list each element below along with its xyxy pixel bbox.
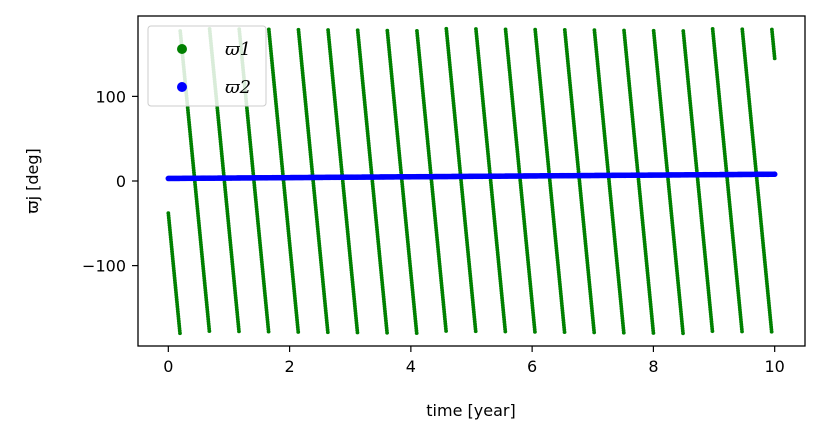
legend: ϖ1 ϖ2	[147, 25, 267, 107]
omega1-point	[385, 330, 389, 335]
omega1-point	[178, 331, 182, 336]
series-omega2	[165, 171, 778, 182]
omega1-point	[710, 329, 715, 334]
omega1-point	[621, 330, 626, 335]
omega1-point	[681, 331, 685, 336]
omega1-point	[651, 331, 656, 335]
legend-label-omega1: ϖ1	[225, 39, 251, 60]
x-axis-label: time [year]	[426, 401, 515, 420]
legend-label-omega2: ϖ2	[225, 77, 251, 98]
x-tick-label: 2	[284, 357, 294, 376]
x-axis-ticks: 0 2 4 6 8 10	[163, 346, 785, 376]
legend-marker-omega1	[177, 44, 187, 54]
y-axis-label: ϖj [deg]	[23, 148, 42, 214]
omega1-point	[473, 329, 478, 334]
omega2-point	[771, 171, 778, 178]
omega1-point	[355, 330, 360, 335]
omega1-point	[769, 329, 774, 334]
x-tick-label: 4	[406, 357, 416, 376]
legend-marker-omega2	[177, 82, 187, 92]
x-tick-label: 8	[648, 357, 658, 376]
x-tick-label: 6	[527, 357, 537, 376]
omega1-point	[533, 329, 537, 334]
omega1-point	[740, 329, 744, 334]
x-tick-label: 0	[163, 357, 173, 376]
omega1-point	[266, 329, 271, 334]
y-tick-label: 0	[116, 172, 126, 191]
omega1-point	[237, 329, 241, 334]
y-tick-label: −100	[82, 257, 126, 276]
omega1-point	[503, 329, 508, 334]
x-tick-label: 10	[765, 357, 785, 376]
omega1-point	[772, 56, 777, 61]
omega1-point	[414, 331, 419, 335]
y-axis-ticks: −100 0 100	[82, 87, 138, 276]
omega1-point	[207, 329, 212, 333]
omega1-point	[562, 330, 567, 335]
omega1-point	[296, 330, 301, 334]
omega1-point	[444, 329, 448, 333]
omega1-point	[592, 330, 597, 335]
omega1-point	[325, 330, 330, 335]
y-tick-label: 100	[95, 87, 126, 106]
